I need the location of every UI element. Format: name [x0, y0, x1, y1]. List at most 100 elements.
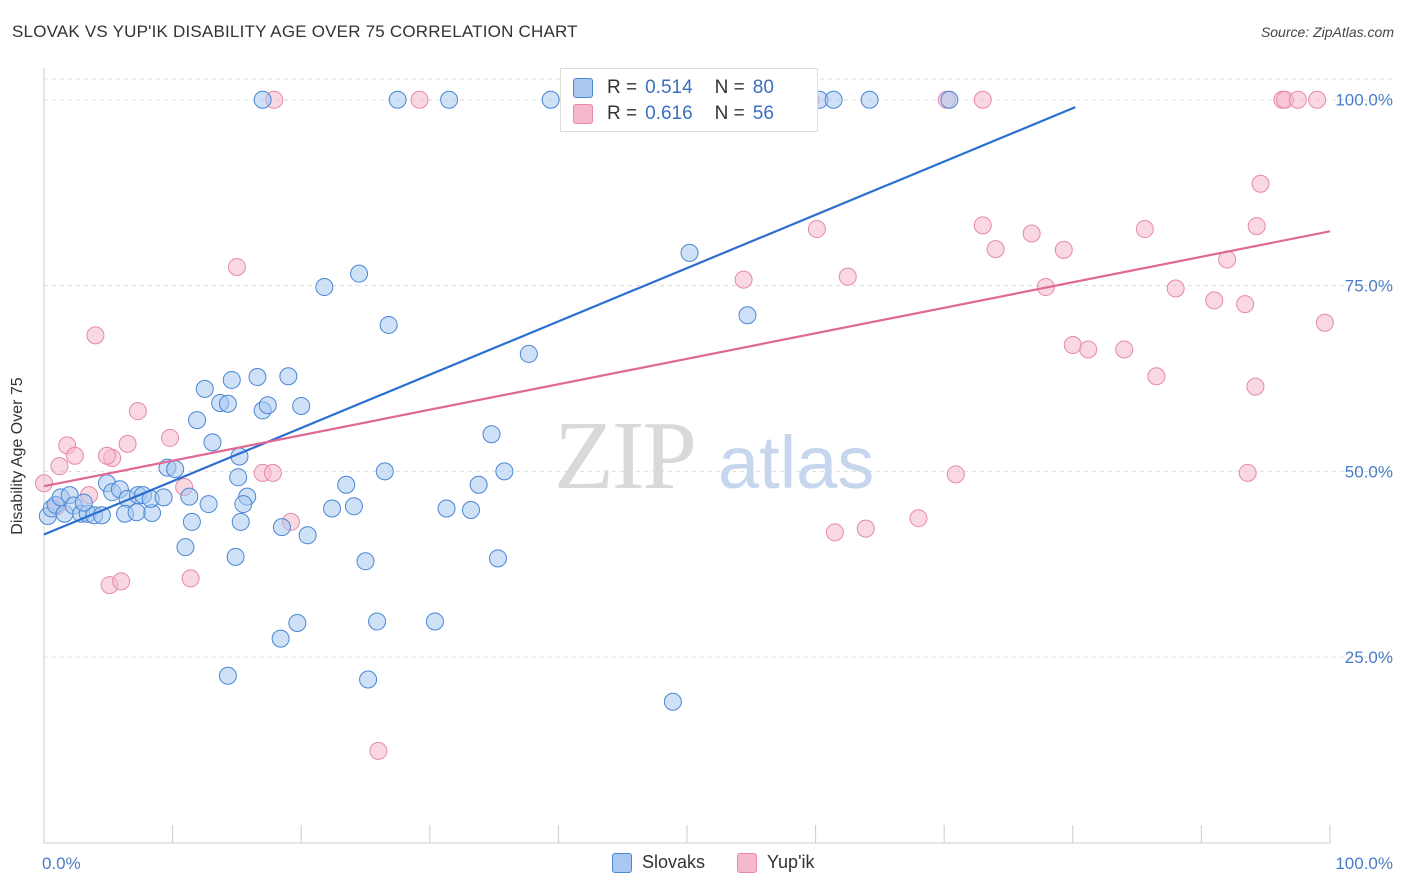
slovaks-point — [824, 90, 843, 109]
slovaks-point — [359, 670, 378, 689]
slovaks-point — [176, 538, 195, 557]
series-legend: Slovaks Yup'ik — [612, 852, 847, 873]
trend-lines — [43, 106, 1331, 536]
slovaks-point — [218, 394, 237, 413]
yupik-point — [161, 428, 180, 447]
slovaks-point — [368, 612, 387, 631]
yupik-point — [1135, 220, 1154, 239]
slovaks-point — [229, 468, 248, 487]
slovaks-point — [180, 487, 199, 506]
slovaks-point — [388, 90, 407, 109]
slovaks-point — [356, 552, 375, 571]
yupik-point — [1238, 463, 1257, 482]
slovaks-point — [344, 497, 363, 516]
slovaks-point — [203, 433, 222, 452]
r-value: 0.616 — [645, 103, 693, 124]
slovaks-point — [258, 396, 277, 415]
slovaks-point — [298, 526, 317, 545]
n-value: 80 — [752, 77, 774, 98]
slovaks-point — [292, 396, 311, 415]
yupik-point — [1147, 367, 1166, 386]
y-tick-label: 100.0% — [1335, 91, 1393, 110]
slovaks-point — [226, 547, 245, 566]
legend-label-slovaks: Slovaks — [642, 852, 706, 872]
slovaks-point — [253, 90, 272, 109]
slovaks-point — [271, 629, 290, 648]
slovaks-point — [680, 243, 699, 262]
yupik-point — [128, 402, 147, 421]
slovaks-point — [199, 495, 218, 514]
slovaks-point — [440, 90, 459, 109]
slovaks-point — [940, 90, 959, 109]
yupik-point — [973, 90, 992, 109]
slovaks-point — [127, 503, 146, 522]
slovaks-point — [74, 493, 93, 512]
slovaks-point — [272, 518, 291, 537]
yupik-point — [1315, 313, 1334, 332]
slovaks-point — [738, 306, 757, 325]
yupik-point — [1246, 377, 1265, 396]
slovaks-point — [437, 499, 456, 518]
yupik-point — [1247, 217, 1266, 236]
watermark-zip: ZIP — [554, 402, 695, 510]
slovaks-point — [663, 692, 682, 711]
yupik-point — [909, 509, 928, 528]
slovaks-point — [488, 549, 507, 568]
n-value: 56 — [752, 103, 774, 124]
slovaks-point — [350, 264, 369, 283]
slovaks-point — [218, 666, 237, 685]
tick-labels: 25.0% 50.0% 75.0% 100.0% 0.0% 100.0% — [42, 91, 1393, 873]
slovaks-point — [860, 90, 879, 109]
slovaks-point — [222, 370, 241, 389]
yupik-point — [98, 446, 117, 465]
n-label: N = — [714, 103, 745, 124]
legend-label-yupik: Yup'ik — [767, 852, 815, 872]
yupik-point — [807, 220, 826, 239]
yupik-point — [181, 569, 200, 588]
r-label: R = — [607, 77, 638, 98]
yupik-point — [112, 572, 131, 591]
yupik-point — [65, 446, 84, 465]
legend-item-yupik[interactable]: Yup'ik — [737, 852, 815, 873]
yupik-point — [1308, 90, 1327, 109]
yupik-point — [734, 270, 753, 289]
yupik-point — [263, 463, 282, 482]
yupik-points — [35, 90, 1334, 760]
gridlines — [44, 78, 1392, 658]
slovaks-point — [154, 488, 173, 507]
yupik-point — [1205, 291, 1224, 310]
yupik-point — [1115, 340, 1134, 359]
yupik-point — [118, 434, 137, 453]
slovaks-point — [195, 379, 214, 398]
y-tick-label: 25.0% — [1345, 648, 1393, 667]
yupik-point — [1079, 340, 1098, 359]
slovaks-trend-line — [43, 106, 1076, 536]
yupik-point — [227, 257, 246, 276]
axes — [43, 68, 1331, 844]
slovaks-point — [337, 475, 356, 494]
slovaks-point — [461, 501, 480, 520]
watermark-atlas: atlas — [718, 421, 874, 504]
x-tick-label: 100.0% — [1335, 854, 1393, 873]
slovaks-point — [288, 613, 307, 632]
slovaks-swatch — [612, 852, 632, 873]
yupik-point — [1054, 240, 1073, 259]
yupik-point — [856, 519, 875, 538]
slovaks-point — [234, 495, 253, 514]
slovaks-points — [38, 90, 959, 711]
x-tick-label: 0.0% — [42, 854, 81, 873]
r-value: 0.514 — [645, 77, 693, 98]
slovaks-point — [541, 90, 560, 109]
slovaks-point — [188, 411, 207, 430]
legend-item-slovaks[interactable]: Slovaks — [612, 852, 705, 873]
y-tick-label: 50.0% — [1345, 462, 1393, 481]
legend-row-slovaks: R = 0.514 N = 80 — [573, 76, 774, 100]
yupik-point — [1166, 279, 1185, 298]
y-tick-label: 75.0% — [1345, 277, 1393, 296]
yupik-point — [1251, 174, 1270, 193]
yupik-point — [86, 326, 105, 345]
yupik-point — [825, 523, 844, 542]
yupik-point — [369, 741, 388, 760]
slovaks-point — [166, 460, 185, 479]
